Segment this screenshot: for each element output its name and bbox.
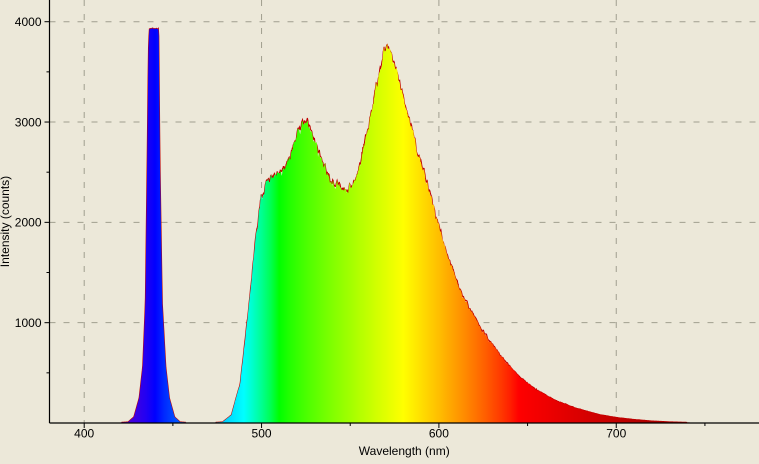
svg-text:600: 600 <box>429 427 449 441</box>
svg-text:400: 400 <box>74 427 94 441</box>
svg-text:Intensity (counts): Intensity (counts) <box>0 176 12 267</box>
svg-text:4000: 4000 <box>15 15 42 29</box>
svg-text:Wavelength (nm): Wavelength (nm) <box>359 444 450 458</box>
svg-text:2000: 2000 <box>15 216 42 230</box>
svg-text:500: 500 <box>252 427 272 441</box>
svg-text:1000: 1000 <box>15 316 42 330</box>
svg-text:3000: 3000 <box>15 115 42 129</box>
svg-text:700: 700 <box>606 427 626 441</box>
